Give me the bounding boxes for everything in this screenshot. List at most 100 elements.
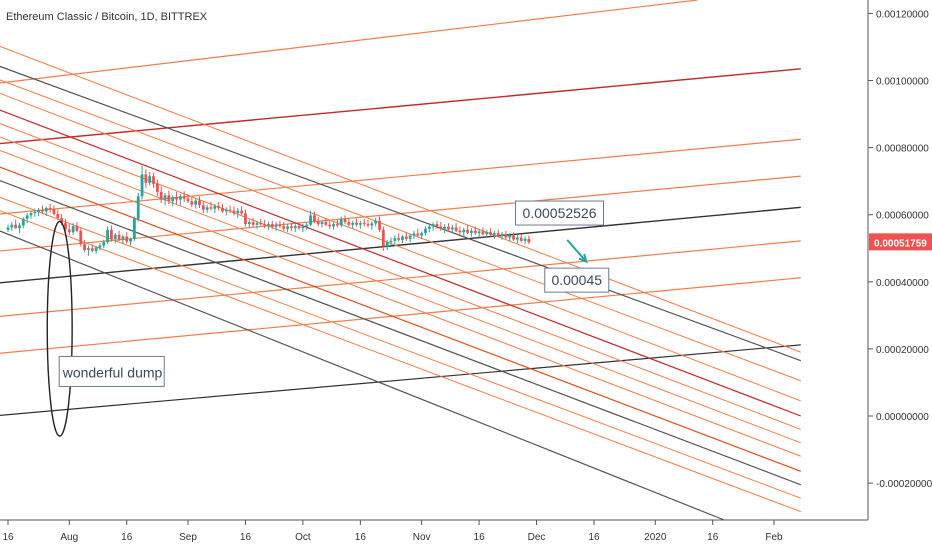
candle-body xyxy=(439,226,443,229)
candle-body xyxy=(443,226,447,229)
candle-body xyxy=(75,226,79,231)
trend-line-12 xyxy=(0,109,802,417)
price-tick-label: 0.00120000 xyxy=(876,9,929,20)
price-tick-label: 0.00060000 xyxy=(876,211,929,222)
candle-body xyxy=(301,226,305,229)
trend-line-2 xyxy=(0,138,801,215)
candle-body xyxy=(332,224,335,227)
trend-line-19 xyxy=(0,210,801,513)
candle-body xyxy=(290,226,293,229)
candle-body xyxy=(90,248,94,251)
candle-body xyxy=(466,229,469,233)
price-tick-label: 0.00040000 xyxy=(876,278,929,289)
time-tick-label: 16 xyxy=(2,532,14,543)
candle-body xyxy=(132,218,136,239)
trend-line-5 xyxy=(0,240,801,317)
candle-body xyxy=(286,226,289,229)
candle-body xyxy=(221,208,224,212)
candle-body xyxy=(462,229,466,233)
candle-body xyxy=(389,240,393,243)
candle-body xyxy=(209,207,213,209)
time-tick-label: Nov xyxy=(413,532,431,543)
candle-body xyxy=(427,226,431,229)
trend-line-1 xyxy=(0,68,801,145)
candle-body xyxy=(117,234,121,240)
candle-body xyxy=(33,212,37,214)
candle-body xyxy=(129,238,132,242)
candle-body xyxy=(316,221,320,225)
candle-body xyxy=(182,196,186,199)
note-box xyxy=(58,355,165,387)
candle-body xyxy=(217,206,221,208)
candle-body xyxy=(420,233,424,236)
trend-line-15 xyxy=(0,149,801,457)
candle-body xyxy=(144,174,148,183)
time-tick-label: 16 xyxy=(240,532,252,543)
time-axis[interactable]: 16 Aug 16 Sep 16 Oct 16 Nov 16 Dec 16 2020 16 Feb xyxy=(2,520,783,543)
trend-line-17 xyxy=(0,179,802,486)
candle-body xyxy=(347,222,351,225)
trend-line-7 xyxy=(0,344,801,416)
candle-body xyxy=(435,224,439,227)
candle-body xyxy=(247,222,251,225)
candle-body xyxy=(512,235,515,240)
time-tick-label: Feb xyxy=(765,532,783,543)
trend-line-8 xyxy=(0,45,801,353)
candle-body xyxy=(148,176,152,183)
price-tick-label: 0.00080000 xyxy=(876,144,929,155)
candle-body xyxy=(473,230,477,234)
price-tick-label: 0.00100000 xyxy=(876,77,929,88)
candle-body xyxy=(293,226,297,229)
candle-body xyxy=(52,209,56,215)
candle-body xyxy=(278,224,282,227)
time-tick-label: 2020 xyxy=(644,532,667,543)
candle-body xyxy=(87,248,90,250)
candle-body xyxy=(178,196,182,200)
candle-body xyxy=(335,224,339,226)
candle-body xyxy=(305,224,309,227)
candle-body xyxy=(106,229,109,243)
candle-body xyxy=(140,174,144,197)
candle-body xyxy=(362,223,366,225)
candle-body xyxy=(450,227,454,230)
candle-body xyxy=(470,230,473,233)
candle-body xyxy=(102,242,106,246)
price-tick-label: 0.00000000 xyxy=(876,412,929,423)
candle-body xyxy=(447,226,450,230)
price-callout-box xyxy=(515,200,605,226)
candle-body xyxy=(374,220,378,224)
candle-body xyxy=(454,227,458,231)
candle-body xyxy=(324,222,328,225)
candle-body xyxy=(313,215,316,222)
trend-line-6 xyxy=(0,277,801,354)
candle-body xyxy=(121,236,125,240)
time-axis-background xyxy=(0,520,868,550)
trend-line-20 xyxy=(0,230,725,521)
trend-line-18 xyxy=(0,196,801,499)
last-price-tag xyxy=(869,233,932,251)
trend-line-14 xyxy=(0,136,801,444)
trend-line-10 xyxy=(0,79,801,382)
candle-body xyxy=(194,200,198,205)
time-tick-label: 16 xyxy=(588,532,600,543)
time-tick-label: Sep xyxy=(179,532,197,543)
time-tick-label: 16 xyxy=(707,532,719,543)
candle-body xyxy=(125,236,129,242)
candle-body xyxy=(397,238,401,240)
candle-body xyxy=(41,210,44,212)
candle-body xyxy=(351,222,355,225)
candle-body xyxy=(18,225,21,229)
candle-body xyxy=(255,223,259,225)
candle-body xyxy=(98,245,102,248)
candle-body xyxy=(424,228,427,234)
price-axis[interactable]: 0.00120000 0.00100000 0.00080000 0.00060000… xyxy=(868,9,932,490)
time-tick-label: Aug xyxy=(60,532,78,543)
forecast-arrow-head xyxy=(578,253,588,264)
candle-body xyxy=(408,235,412,239)
forecast-arrow xyxy=(566,239,588,263)
candle-body xyxy=(236,210,240,214)
candle-body xyxy=(25,215,29,219)
trend-line-0 xyxy=(0,0,698,84)
candle-body xyxy=(355,222,358,225)
